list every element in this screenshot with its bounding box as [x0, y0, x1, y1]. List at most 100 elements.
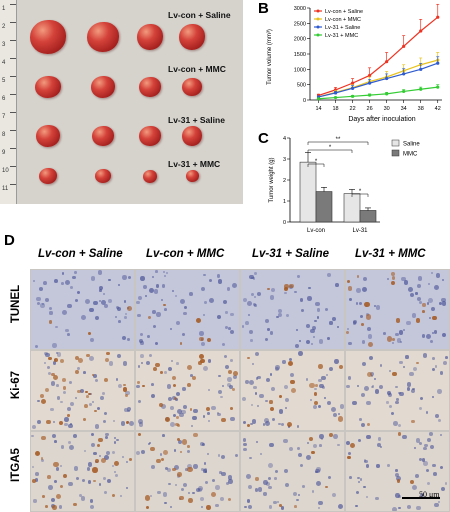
nucleus	[379, 446, 382, 449]
data-point	[436, 15, 440, 19]
nucleus	[441, 300, 447, 306]
nucleus	[111, 465, 114, 468]
positive-stain	[156, 458, 161, 464]
nucleus	[419, 406, 423, 410]
histology-image-itga5-4	[345, 431, 450, 512]
y-tick-label: 2	[283, 178, 286, 184]
nucleus	[152, 310, 156, 314]
nucleus	[243, 447, 247, 452]
nucleus	[190, 424, 194, 428]
tumor-specimen	[36, 125, 60, 147]
nucleus	[373, 304, 377, 308]
nucleus	[402, 434, 407, 440]
tumor-specimen	[39, 168, 57, 184]
nucleus	[203, 469, 207, 473]
nucleus	[83, 449, 86, 452]
positive-stain	[62, 386, 67, 391]
nucleus	[432, 331, 435, 334]
positive-stain	[364, 301, 370, 307]
nucleus	[410, 388, 416, 394]
nucleus	[301, 309, 305, 313]
nucleus	[426, 437, 432, 443]
nucleus	[230, 359, 233, 363]
nucleus	[409, 371, 414, 377]
nucleus	[211, 479, 215, 483]
nucleus	[347, 376, 352, 380]
nucleus	[36, 302, 40, 306]
nucleus	[53, 480, 57, 483]
nucleus	[221, 385, 224, 388]
nucleus	[415, 292, 418, 295]
nucleus	[102, 476, 107, 481]
positive-stain	[40, 394, 45, 399]
nucleus	[52, 433, 57, 438]
nucleus	[52, 361, 57, 365]
positive-stain	[34, 450, 41, 457]
positive-stain	[176, 415, 179, 419]
positive-stain	[61, 378, 66, 382]
nucleus	[227, 383, 232, 388]
nucleus	[262, 479, 268, 485]
nucleus	[122, 361, 127, 366]
nucleus	[250, 422, 253, 426]
tumor-specimen	[91, 76, 115, 98]
nucleus	[398, 495, 401, 499]
group-label-1: Lv-con + Saline	[168, 10, 231, 20]
nucleus	[298, 453, 302, 457]
nucleus	[284, 407, 287, 410]
nucleus	[76, 291, 80, 295]
positive-stain	[432, 315, 438, 321]
positive-stain	[155, 362, 160, 367]
nucleus	[36, 419, 41, 424]
nucleus	[398, 329, 404, 335]
nucleus	[145, 361, 150, 366]
legend-label: Lv-con + MMC	[325, 17, 361, 23]
tumor-specimen	[143, 169, 157, 183]
nucleus	[100, 396, 104, 400]
legend-label: MMC	[403, 152, 418, 158]
nucleus	[69, 286, 73, 290]
nucleus	[355, 490, 360, 495]
positive-stain	[368, 341, 374, 347]
positive-stain	[199, 354, 205, 360]
nucleus	[183, 305, 188, 310]
nucleus	[70, 401, 75, 406]
nucleus	[40, 458, 45, 463]
positive-stain	[172, 384, 176, 388]
ruler-tick	[10, 4, 16, 5]
nucleus	[306, 324, 310, 328]
nucleus	[203, 366, 209, 372]
nucleus	[202, 313, 206, 317]
nucleus	[282, 360, 286, 364]
nucleus	[61, 272, 65, 275]
x-tick-label: 34	[401, 106, 407, 112]
positive-stain	[41, 435, 46, 441]
positive-stain	[161, 458, 165, 462]
nucleus	[359, 418, 363, 421]
nucleus	[183, 483, 188, 488]
nucleus	[155, 284, 160, 288]
nucleus	[165, 272, 169, 275]
nucleus	[121, 335, 127, 341]
nucleus	[276, 500, 280, 503]
nucleus	[434, 365, 437, 368]
nucleus	[357, 476, 360, 480]
nucleus	[74, 396, 77, 400]
positive-stain	[290, 387, 296, 393]
nucleus	[355, 504, 358, 508]
nucleus	[241, 325, 245, 328]
positive-stain	[199, 358, 205, 364]
nucleus	[318, 500, 323, 506]
column-header-4: Lv-31 + MMC	[355, 248, 426, 260]
positive-stain	[98, 437, 103, 443]
tumor-specimen	[35, 76, 61, 98]
ruler-mark: 10	[2, 168, 9, 174]
nucleus	[100, 300, 106, 305]
nucleus	[389, 369, 392, 372]
nucleus	[395, 469, 398, 472]
positive-stain	[165, 417, 171, 423]
nucleus	[249, 330, 254, 335]
nucleus	[151, 383, 154, 387]
nucleus	[364, 459, 368, 464]
y-axis-label: Tumor weight (g)	[269, 157, 275, 202]
